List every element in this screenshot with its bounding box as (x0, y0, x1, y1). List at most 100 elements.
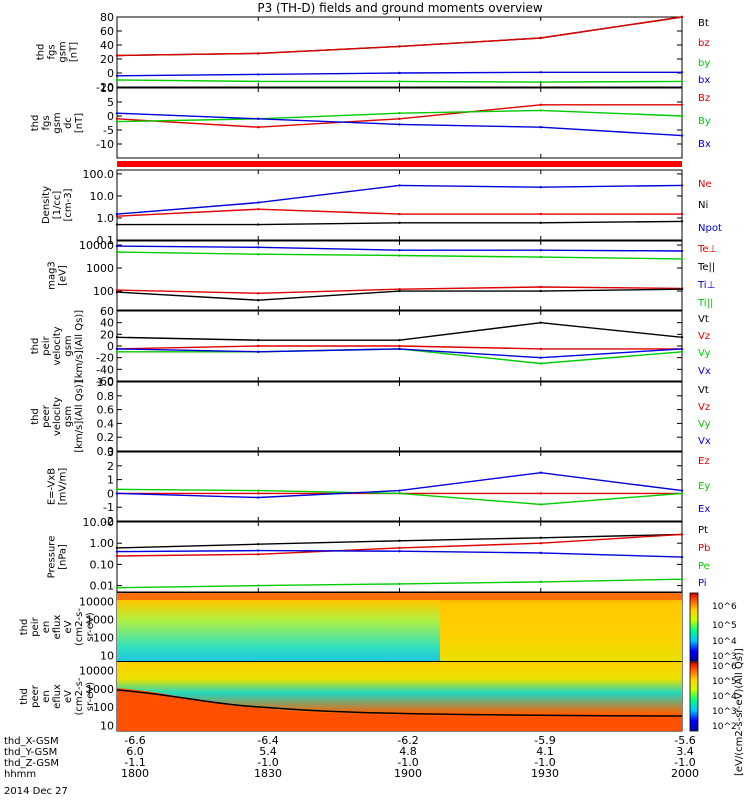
data-point (680, 220, 684, 223)
data-point (257, 52, 260, 55)
colorbar-tick-label: 10^5 (712, 677, 737, 687)
panel-pressure: 10.00 1.00 0.10 0.01 Pressure[nPa] Pt Pb Pe Pi (47, 516, 711, 593)
data-point (539, 103, 542, 107)
y-tick-label: 0.10 (90, 558, 115, 571)
panel-density: 100.0 10.0 1.0 0.1 Density[1/cc][cm-3] Ne Ni Np… (41, 168, 722, 247)
data-point (398, 539, 401, 542)
data-point (539, 471, 542, 474)
y-tick-label: 0.0 (97, 445, 115, 458)
data-point (115, 74, 119, 78)
y-tick-label: 0.01 (90, 580, 115, 593)
legend-entry: Ne (698, 179, 712, 190)
y-tick-label: 40 (100, 317, 114, 330)
data-point (680, 249, 684, 253)
colorbar-bottom (689, 661, 699, 732)
data-point (680, 533, 684, 536)
y-tick-label: 0 (107, 340, 114, 353)
colorbar-tick-label: 10^4 (712, 637, 737, 647)
data-point (257, 496, 260, 499)
data-point (257, 489, 260, 492)
legend-entry: Ni (698, 200, 708, 211)
data-point (539, 126, 542, 129)
axis-value: -5.9 (534, 734, 555, 747)
panel-frame (116, 16, 683, 88)
data-point (115, 488, 119, 491)
y-tick-label: 5 (107, 96, 114, 109)
y-tick-label: 100 (93, 701, 114, 714)
panel-frame (116, 169, 683, 241)
axis-value: -6.2 (397, 734, 418, 747)
colorbar-tick-label: 10^3 (712, 707, 737, 717)
figure-title: P3 (TH-D) fields and ground moments over… (257, 1, 542, 15)
y-tick-label: 0 (107, 487, 114, 500)
axis-value: -6.4 (257, 734, 278, 747)
y-tick-label: 20 (100, 53, 114, 66)
y-axis-label: thdfgsgsmdc[nT] (30, 112, 85, 133)
data-point (398, 549, 401, 553)
series-line-fgs_gsm-1 (116, 16, 683, 57)
data-point (257, 553, 260, 556)
row-label: thd_X-GSM (4, 736, 59, 747)
data-point (680, 257, 684, 261)
colorbar: 10^610^510^410^310^610^510^410^310^2 [eV… (689, 592, 745, 776)
y-tick-label: 100.0 (83, 168, 115, 181)
y-tick-label: -60 (96, 375, 114, 388)
date-label: 2014 Dec 27 (4, 786, 68, 797)
series-line-density-2 (116, 184, 683, 215)
colorbar-tick-label: 10^3 (712, 652, 737, 662)
axis-value: 3.4 (676, 745, 694, 758)
data-point (257, 253, 260, 256)
data-point (257, 126, 260, 129)
data-point (680, 347, 684, 351)
legend-entry: Vy (698, 348, 711, 359)
y-tick-label: 20 (100, 328, 114, 341)
data-point (398, 546, 401, 550)
row-label: thd_Y-GSM (4, 747, 57, 758)
data-point (398, 289, 401, 293)
legend-entry: Ti⊥ (697, 280, 715, 291)
data-point (115, 120, 119, 123)
data-point (398, 344, 401, 348)
data-point (539, 551, 542, 555)
legend-entry: Vt (698, 385, 709, 396)
colorbar-tick-label: 10^6 (712, 662, 737, 672)
data-point (115, 492, 119, 495)
data-point (680, 492, 684, 495)
row-label: thd_Z-GSM (4, 758, 59, 769)
y-tick-label: -40 (96, 363, 114, 376)
axis-value: 1800 (121, 767, 149, 780)
legend-entry: Ez (698, 456, 710, 467)
data-point (115, 288, 119, 292)
axis-value: -1.0 (397, 756, 418, 769)
series-line-fgs_gsm-0 (116, 16, 683, 57)
y-tick-label: 60 (100, 305, 114, 318)
data-point (539, 71, 542, 74)
legend-entry: By (698, 116, 711, 127)
legend-entry: Vz (698, 331, 710, 342)
legend-entry: Vy (698, 419, 711, 430)
data-point (398, 112, 401, 115)
y-tick-label: 10000 (79, 239, 114, 252)
colorbar-tick-label: 10^5 (712, 621, 737, 631)
data-point (115, 117, 119, 121)
data-point (257, 492, 260, 495)
y-tick-label: 100 (93, 285, 114, 298)
data-point (115, 223, 119, 226)
data-point (398, 117, 401, 121)
legend-entry: Vz (698, 402, 710, 413)
data-point (539, 248, 542, 252)
y-tick-label: 0 (107, 110, 114, 123)
data-point (539, 542, 542, 545)
data-point (257, 223, 260, 226)
axis-value: 2000 (671, 767, 699, 780)
data-point (115, 78, 119, 82)
data-point (115, 112, 119, 115)
axis-value: -1.0 (674, 756, 695, 769)
data-point (115, 290, 119, 294)
data-point (398, 45, 401, 48)
colorbar-label: [eV/(cm2-s-sr-eV)(All Qs)] (734, 648, 745, 776)
data-point (680, 350, 684, 354)
y-tick-label: 100 (93, 632, 114, 645)
